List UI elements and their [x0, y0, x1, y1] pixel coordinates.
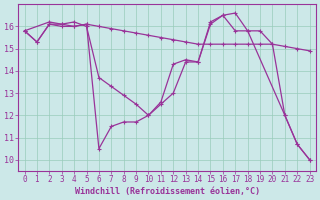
X-axis label: Windchill (Refroidissement éolien,°C): Windchill (Refroidissement éolien,°C): [75, 187, 260, 196]
